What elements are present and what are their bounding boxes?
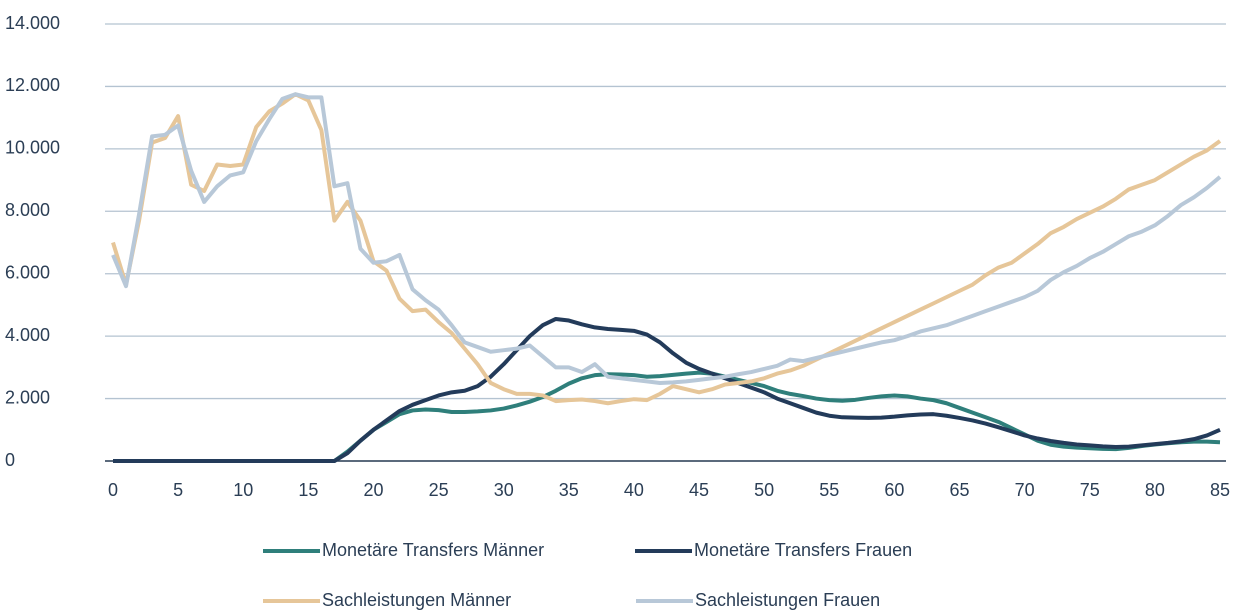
y-tick-label: 14.000 xyxy=(5,13,60,33)
y-tick-label: 2.000 xyxy=(5,387,50,407)
y-tick-label: 8.000 xyxy=(5,200,50,220)
x-tick-label: 10 xyxy=(233,480,253,500)
x-tick-label: 55 xyxy=(819,480,839,500)
x-tick-label: 85 xyxy=(1210,480,1230,500)
series-line xyxy=(113,316,1221,463)
y-tick-label: 12.000 xyxy=(5,75,60,95)
x-tick-label: 65 xyxy=(950,480,970,500)
x-tick-label: 70 xyxy=(1015,480,1035,500)
x-tick-label: 0 xyxy=(108,480,118,500)
legend-label: Sachleistungen Männer xyxy=(322,590,511,610)
legend-label: Monetäre Transfers Männer xyxy=(322,540,544,560)
y-tick-label: 4.000 xyxy=(5,325,50,345)
series-line xyxy=(111,92,1222,406)
legend-label: Monetäre Transfers Frauen xyxy=(694,540,912,560)
x-tick-label: 45 xyxy=(689,480,709,500)
y-tick-label: 0 xyxy=(5,450,15,470)
x-tick-label: 5 xyxy=(173,480,183,500)
x-tick-label: 80 xyxy=(1145,480,1165,500)
x-tick-label: 20 xyxy=(363,480,383,500)
y-tick-label: 10.000 xyxy=(5,138,60,158)
y-tick-label: 6.000 xyxy=(5,262,50,282)
x-tick-label: 25 xyxy=(429,480,449,500)
x-tick-label: 40 xyxy=(624,480,644,500)
legend-label: Sachleistungen Frauen xyxy=(695,590,880,610)
series-line xyxy=(111,92,1222,385)
x-tick-label: 75 xyxy=(1080,480,1100,500)
x-tick-label: 30 xyxy=(494,480,514,500)
x-tick-label: 50 xyxy=(754,480,774,500)
x-tick-label: 15 xyxy=(298,480,318,500)
x-tick-label: 60 xyxy=(884,480,904,500)
series-line xyxy=(113,370,1221,463)
x-tick-label: 35 xyxy=(559,480,579,500)
